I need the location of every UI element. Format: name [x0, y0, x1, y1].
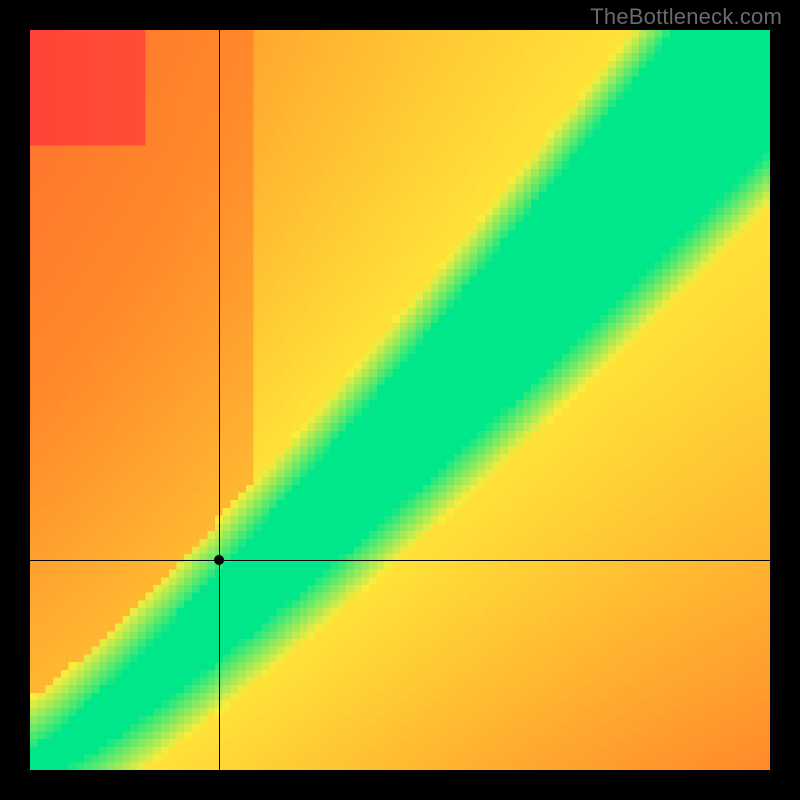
heatmap-plot-area — [30, 30, 770, 770]
heatmap-canvas — [30, 30, 770, 770]
watermark-text: TheBottleneck.com — [590, 4, 782, 30]
crosshair-vertical — [219, 30, 220, 770]
crosshair-horizontal — [30, 560, 770, 561]
chart-container: TheBottleneck.com — [0, 0, 800, 800]
crosshair-marker — [214, 555, 224, 565]
